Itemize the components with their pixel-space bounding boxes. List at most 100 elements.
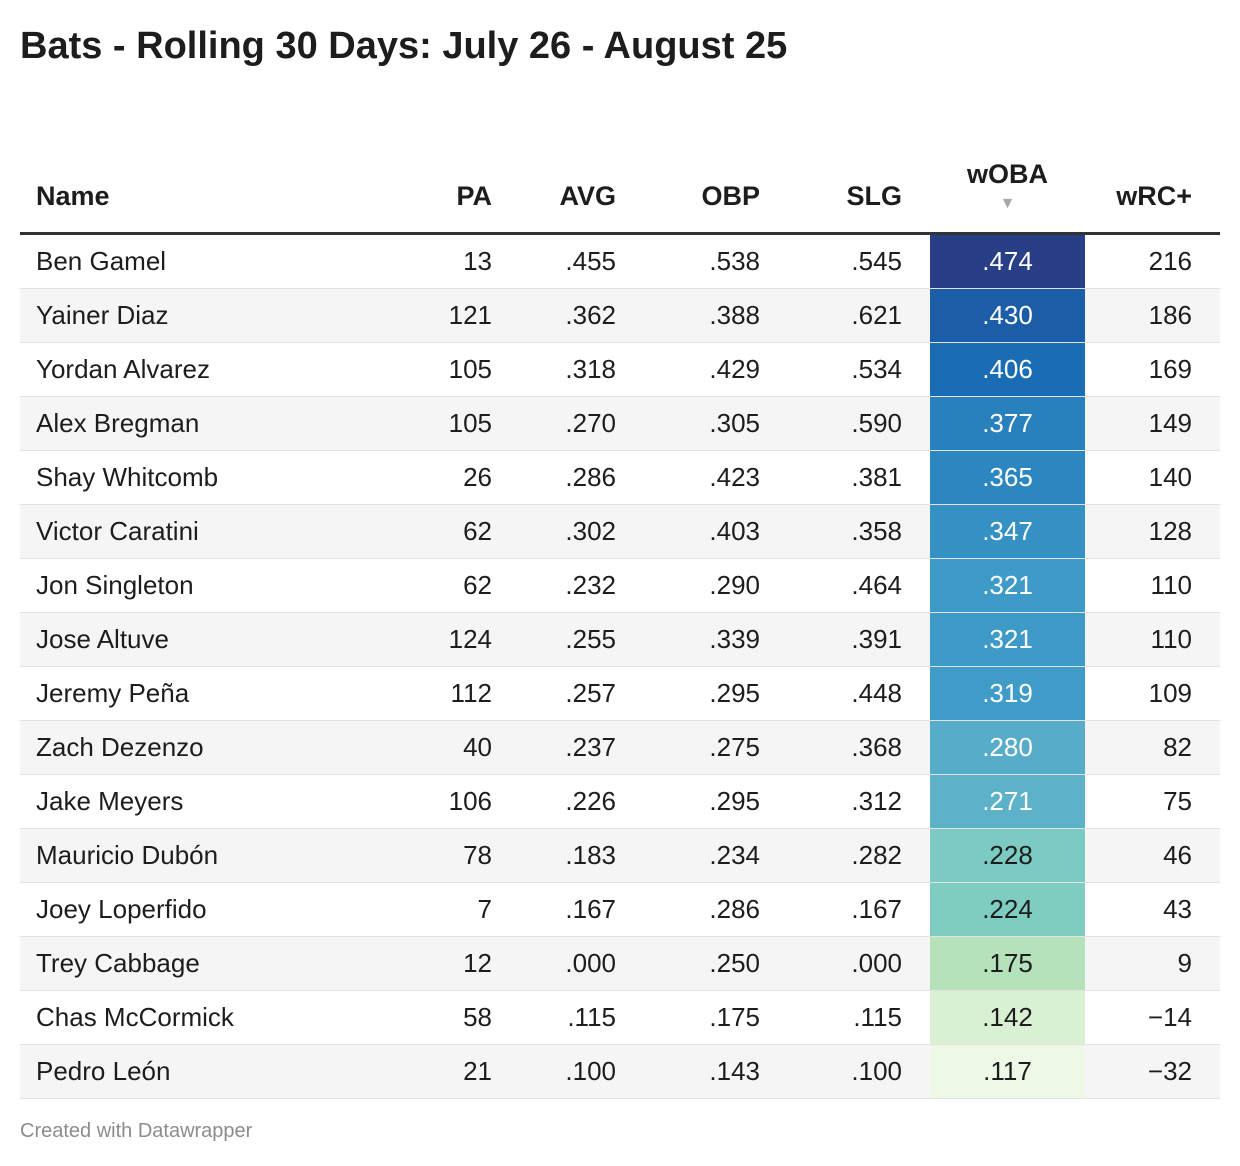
- woba-cell: .430: [930, 288, 1085, 343]
- wrc-plus-cell: −32: [1085, 1044, 1220, 1099]
- woba-cell: .377: [930, 396, 1085, 451]
- pa-cell: 7: [360, 882, 520, 937]
- column-header-woba-label: wOBA: [967, 159, 1048, 189]
- pa-cell: 21: [360, 1044, 520, 1099]
- avg-cell: .318: [520, 342, 644, 397]
- woba-cell: .280: [930, 720, 1085, 775]
- obp-cell: .295: [644, 666, 788, 721]
- woba-cell: .321: [930, 558, 1085, 613]
- wrc-plus-cell: −14: [1085, 990, 1220, 1045]
- wrc-plus-cell: 128: [1085, 504, 1220, 559]
- avg-cell: .183: [520, 828, 644, 883]
- pa-cell: 12: [360, 936, 520, 991]
- player-name-cell: Jose Altuve: [20, 612, 360, 667]
- wrc-plus-cell: 169: [1085, 342, 1220, 397]
- avg-cell: .167: [520, 882, 644, 937]
- woba-cell: .142: [930, 990, 1085, 1045]
- table-row: Chas McCormick 58.115.175.115.142 −14: [20, 990, 1220, 1045]
- column-header-obp[interactable]: OBP: [644, 110, 788, 235]
- obp-cell: .290: [644, 558, 788, 613]
- woba-cell: .474: [930, 233, 1085, 289]
- table-row: Pedro León 21.100.143.100.117 −32: [20, 1044, 1220, 1099]
- column-header-pa[interactable]: PA: [360, 110, 520, 235]
- obp-cell: .175: [644, 990, 788, 1045]
- avg-cell: .115: [520, 990, 644, 1045]
- pa-cell: 105: [360, 396, 520, 451]
- wrc-plus-cell: 109: [1085, 666, 1220, 721]
- wrc-plus-cell: 216: [1085, 233, 1220, 289]
- player-name-cell: Jon Singleton: [20, 558, 360, 613]
- avg-cell: .455: [520, 233, 644, 289]
- column-header-name[interactable]: Name: [20, 110, 360, 235]
- wrc-plus-cell: 82: [1085, 720, 1220, 775]
- table-row: Alex Bregman 105.270.305.590.377 149: [20, 396, 1220, 451]
- player-name-cell: Yordan Alvarez: [20, 342, 360, 397]
- wrc-plus-cell: 43: [1085, 882, 1220, 937]
- slg-cell: .100: [788, 1044, 930, 1099]
- player-name-cell: Pedro León: [20, 1044, 360, 1099]
- woba-cell: .319: [930, 666, 1085, 721]
- woba-cell: .175: [930, 936, 1085, 991]
- table-row: Victor Caratini 62.302.403.358.347 128: [20, 504, 1220, 559]
- column-header-avg[interactable]: AVG: [520, 110, 644, 235]
- woba-cell: .271: [930, 774, 1085, 829]
- pa-cell: 58: [360, 990, 520, 1045]
- player-name-cell: Ben Gamel: [20, 233, 360, 289]
- avg-cell: .257: [520, 666, 644, 721]
- slg-cell: .000: [788, 936, 930, 991]
- obp-cell: .538: [644, 233, 788, 289]
- slg-cell: .282: [788, 828, 930, 883]
- pa-cell: 62: [360, 504, 520, 559]
- player-name-cell: Jeremy Peña: [20, 666, 360, 721]
- pa-cell: 124: [360, 612, 520, 667]
- avg-cell: .302: [520, 504, 644, 559]
- pa-cell: 62: [360, 558, 520, 613]
- header-row: Name PA AVG OBP SLG wOBA ▼ wRC+: [20, 110, 1220, 235]
- wrc-plus-cell: 149: [1085, 396, 1220, 451]
- table-row: Trey Cabbage 12.000.250.000.175 9: [20, 936, 1220, 991]
- slg-cell: .590: [788, 396, 930, 451]
- obp-cell: .305: [644, 396, 788, 451]
- slg-cell: .621: [788, 288, 930, 343]
- slg-cell: .358: [788, 504, 930, 559]
- table-row: Shay Whitcomb 26.286.423.381.365 140: [20, 450, 1220, 505]
- player-name-cell: Mauricio Dubón: [20, 828, 360, 883]
- wrc-plus-cell: 110: [1085, 558, 1220, 613]
- slg-cell: .167: [788, 882, 930, 937]
- table-row: Joey Loperfido 7.167.286.167.224 43: [20, 882, 1220, 937]
- obp-cell: .275: [644, 720, 788, 775]
- pa-cell: 121: [360, 288, 520, 343]
- avg-cell: .100: [520, 1044, 644, 1099]
- player-name-cell: Trey Cabbage: [20, 936, 360, 991]
- player-name-cell: Yainer Diaz: [20, 288, 360, 343]
- chart-title: Bats - Rolling 30 Days: July 26 - August…: [20, 25, 788, 67]
- wrc-plus-cell: 140: [1085, 450, 1220, 505]
- player-name-cell: Chas McCormick: [20, 990, 360, 1045]
- table-row: Jake Meyers 106.226.295.312.271 75: [20, 774, 1220, 829]
- wrc-plus-cell: 110: [1085, 612, 1220, 667]
- avg-cell: .255: [520, 612, 644, 667]
- pa-cell: 40: [360, 720, 520, 775]
- pa-cell: 78: [360, 828, 520, 883]
- woba-cell: .117: [930, 1044, 1085, 1099]
- wrc-plus-cell: 46: [1085, 828, 1220, 883]
- woba-cell: .347: [930, 504, 1085, 559]
- slg-cell: .368: [788, 720, 930, 775]
- player-name-cell: Jake Meyers: [20, 774, 360, 829]
- column-header-woba[interactable]: wOBA ▼: [930, 110, 1085, 235]
- pa-cell: 13: [360, 233, 520, 289]
- avg-cell: .237: [520, 720, 644, 775]
- wrc-plus-cell: 186: [1085, 288, 1220, 343]
- player-name-cell: Alex Bregman: [20, 396, 360, 451]
- woba-cell: .224: [930, 882, 1085, 937]
- slg-cell: .391: [788, 612, 930, 667]
- avg-cell: .286: [520, 450, 644, 505]
- table-row: Jose Altuve 124.255.339.391.321 110: [20, 612, 1220, 667]
- slg-cell: .381: [788, 450, 930, 505]
- wrc-plus-cell: 9: [1085, 936, 1220, 991]
- column-header-wrc-plus[interactable]: wRC+: [1085, 110, 1220, 235]
- column-header-slg[interactable]: SLG: [788, 110, 930, 235]
- player-name-cell: Victor Caratini: [20, 504, 360, 559]
- pa-cell: 26: [360, 450, 520, 505]
- slg-cell: .448: [788, 666, 930, 721]
